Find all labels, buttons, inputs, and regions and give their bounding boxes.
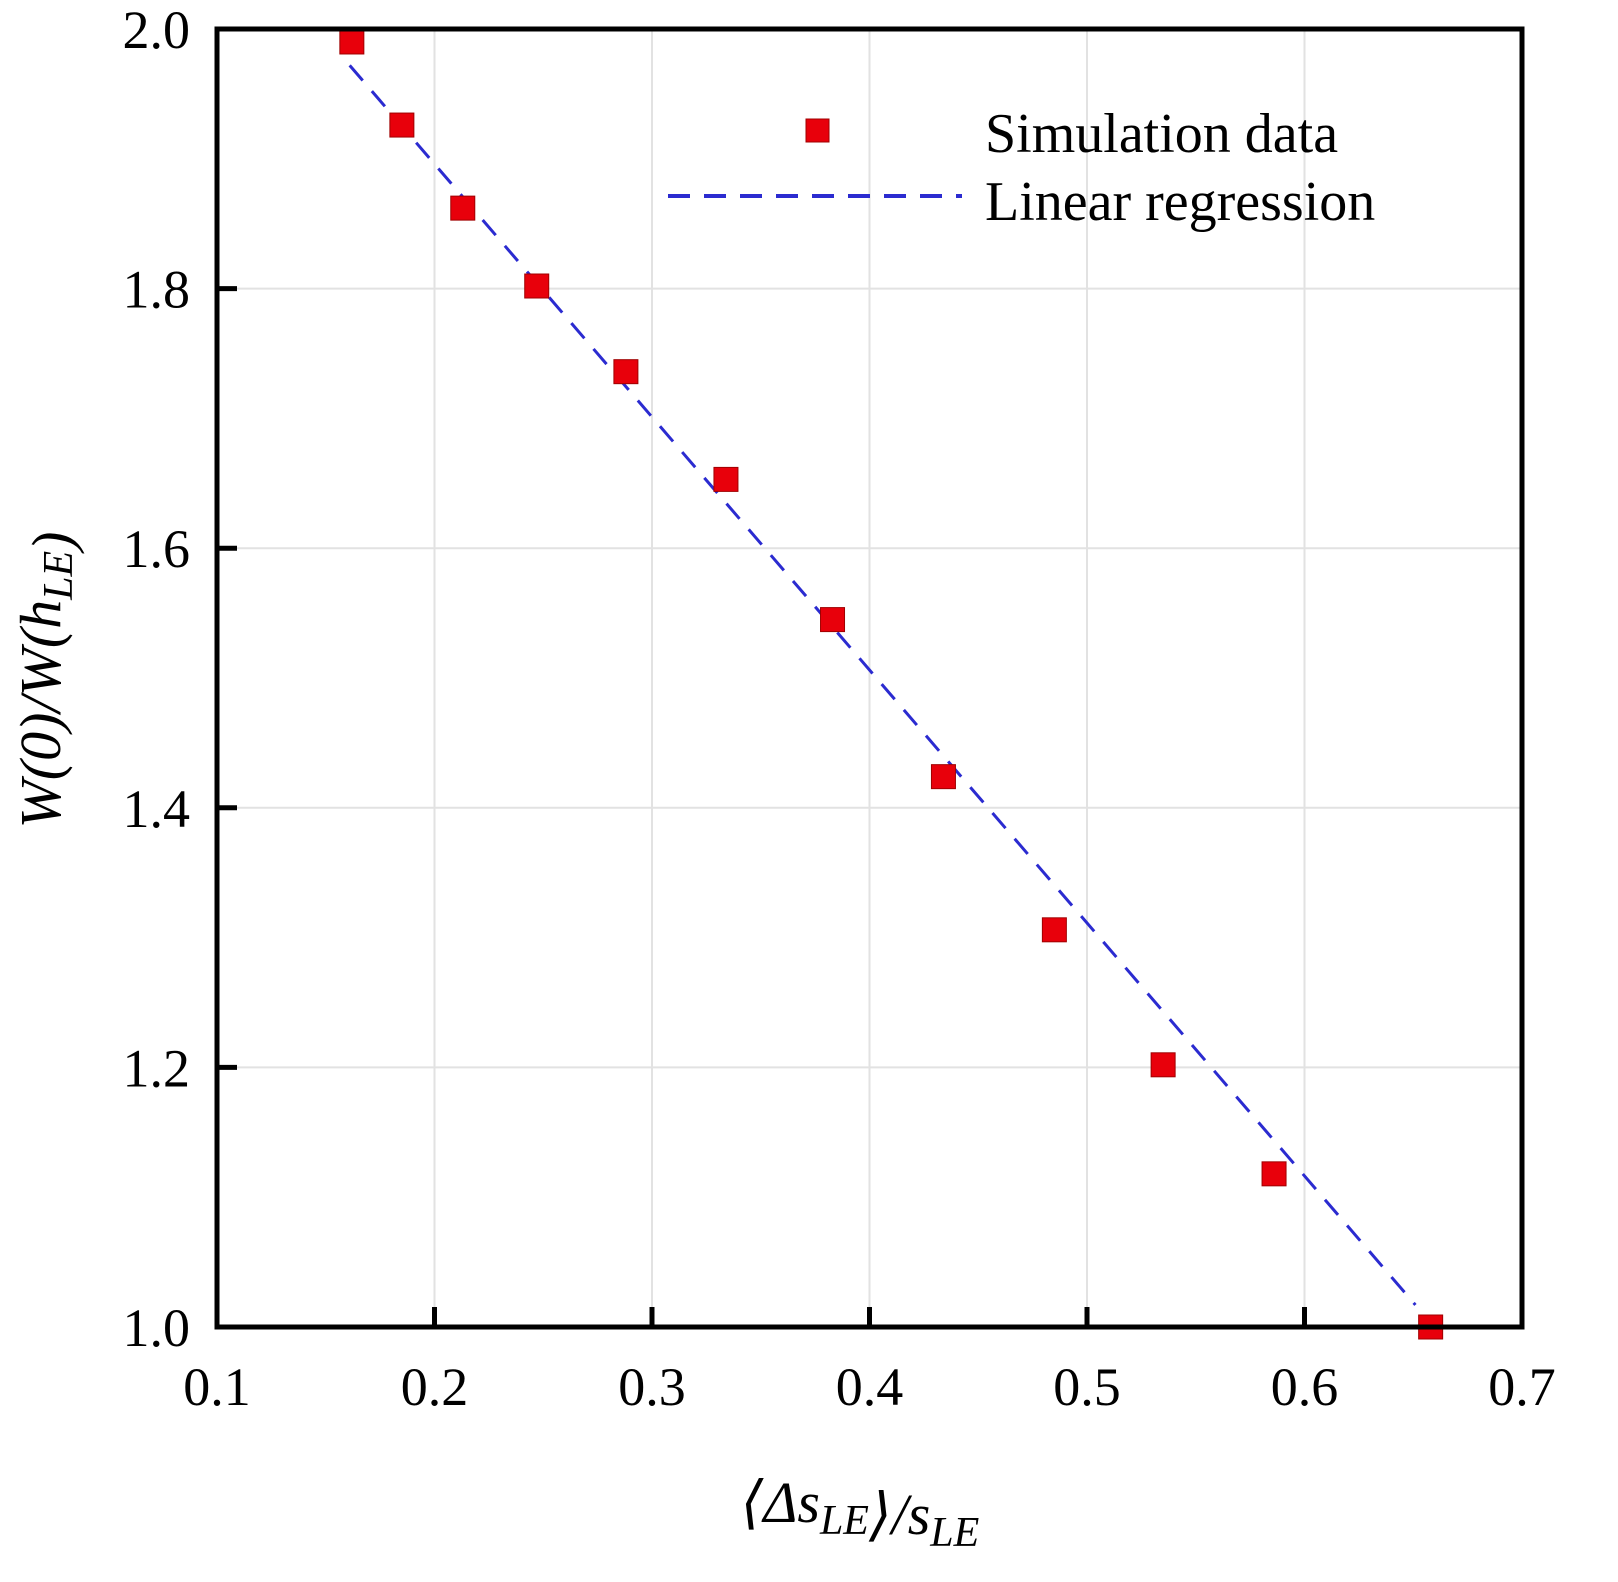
- legend: Simulation data Linear regression: [668, 103, 1375, 233]
- data-point: [713, 466, 739, 492]
- x-tick-label: 0.6: [1271, 1357, 1339, 1417]
- x-axis-label: ⟨ΔsLE⟩/sLE: [741, 1470, 980, 1556]
- data-point: [930, 764, 956, 790]
- data-point: [339, 29, 365, 55]
- x-tick-labels: 0.1 0.2 0.3 0.4 0.5 0.6 0.7: [183, 1357, 1556, 1417]
- y-tick-label: 1.6: [123, 519, 191, 579]
- data-point: [820, 607, 846, 633]
- data-point: [1261, 1161, 1287, 1187]
- y-tick-label: 2.0: [123, 0, 191, 60]
- y-tick-label: 1.0: [123, 1298, 191, 1358]
- y-tick-label: 1.8: [123, 260, 191, 320]
- data-point: [524, 273, 550, 299]
- x-tick-label: 0.7: [1488, 1357, 1556, 1417]
- y-tick-label: 1.2: [123, 1038, 191, 1098]
- y-tick-label: 1.4: [123, 779, 191, 839]
- x-tick-label: 0.2: [401, 1357, 469, 1417]
- axis-ticks: [217, 286, 1307, 1327]
- legend-marker-simulation: [805, 118, 830, 143]
- x-tick-label: 0.4: [836, 1357, 904, 1417]
- regression-line: [348, 64, 1417, 1306]
- x-tick-label: 0.3: [618, 1357, 686, 1417]
- regression-line-layer: [348, 64, 1417, 1306]
- data-points: [339, 29, 1444, 1340]
- y-tick-labels: 1.0 1.2 1.4 1.6 1.8 2.0: [123, 0, 191, 1358]
- legend-label-simulation: Simulation data: [985, 103, 1338, 165]
- grid: [217, 29, 1522, 1327]
- y-axis-label: W(0)/W(hLE): [8, 531, 85, 828]
- x-tick-label: 0.1: [183, 1357, 251, 1417]
- data-point: [1041, 917, 1067, 943]
- data-point: [389, 112, 415, 138]
- data-point: [450, 195, 476, 221]
- data-point: [613, 359, 639, 385]
- legend-label-regression: Linear regression: [985, 171, 1375, 233]
- x-tick-label: 0.5: [1053, 1357, 1121, 1417]
- data-point: [1150, 1052, 1176, 1078]
